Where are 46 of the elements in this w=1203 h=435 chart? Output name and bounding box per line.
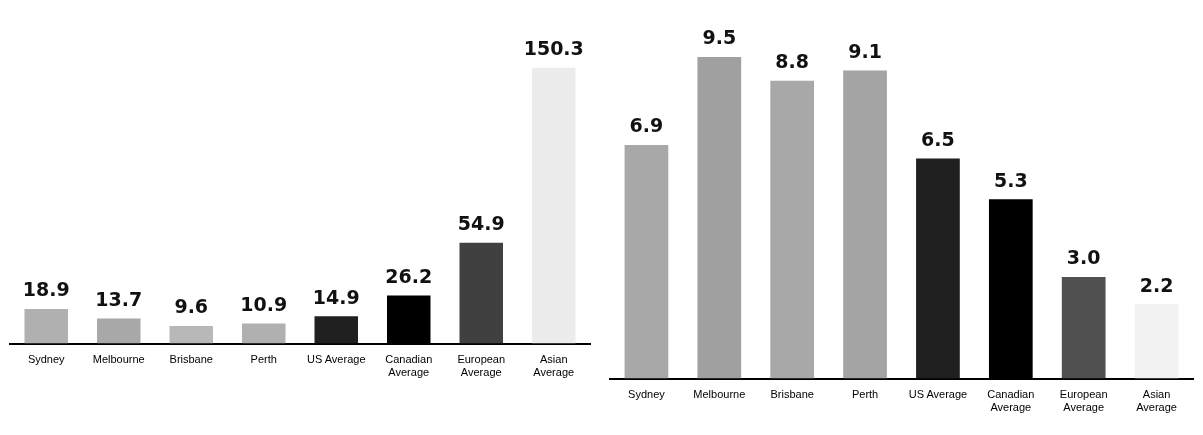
bar	[916, 158, 960, 379]
data-label: 9.5	[702, 26, 737, 49]
x-tick-label: Canadian Average	[987, 388, 1035, 414]
data-label: 8.8	[775, 50, 810, 73]
x-tick-label: European Average	[1059, 388, 1108, 414]
data-label: 3.0	[1066, 246, 1101, 269]
x-tick-label: Asian Average	[1136, 388, 1177, 414]
data-label: 9.6	[174, 295, 209, 318]
data-label: 14.9	[312, 285, 360, 308]
data-label: 9.1	[848, 39, 882, 62]
bar	[1061, 277, 1106, 379]
bar	[532, 67, 576, 344]
x-tick-label: Sydney	[27, 353, 66, 366]
data-label: 5.3	[993, 168, 1028, 191]
x-tick-label: US Average	[306, 353, 366, 366]
x-tick-label: Perth	[250, 353, 277, 366]
bar	[1134, 304, 1179, 379]
bar	[697, 56, 742, 379]
x-tick-label: Sydney	[628, 388, 666, 401]
data-label: 18.9	[22, 278, 70, 301]
bar	[24, 308, 68, 344]
bar	[169, 325, 213, 344]
bar	[843, 70, 887, 379]
bar	[242, 323, 286, 344]
bar	[314, 316, 358, 344]
x-tick-label: Melbourne	[92, 353, 145, 366]
data-label: 150.3	[523, 37, 584, 60]
x-tick-label: Perth	[851, 388, 879, 401]
x-tick-label: US Average	[908, 388, 968, 401]
x-tick-label: Brisbane	[770, 388, 814, 401]
data-label: 6.9	[629, 114, 664, 137]
x-tick-label: Asian Average	[533, 353, 575, 379]
data-label: 2.2	[1139, 273, 1174, 296]
data-label: 10.9	[240, 293, 288, 316]
data-label: 54.9	[457, 212, 505, 235]
bar	[97, 318, 141, 344]
data-label: 26.2	[385, 264, 433, 287]
data-label: 13.7	[95, 287, 143, 310]
bar	[624, 144, 669, 379]
data-label: 6.5	[921, 127, 955, 150]
x-tick-label: European Average	[457, 353, 506, 379]
x-tick-label: Melbourne	[693, 388, 746, 401]
bar	[770, 80, 815, 379]
x-tick-label: Brisbane	[169, 353, 213, 366]
bar	[459, 242, 503, 344]
x-tick-label: Canadian Average	[385, 353, 433, 379]
